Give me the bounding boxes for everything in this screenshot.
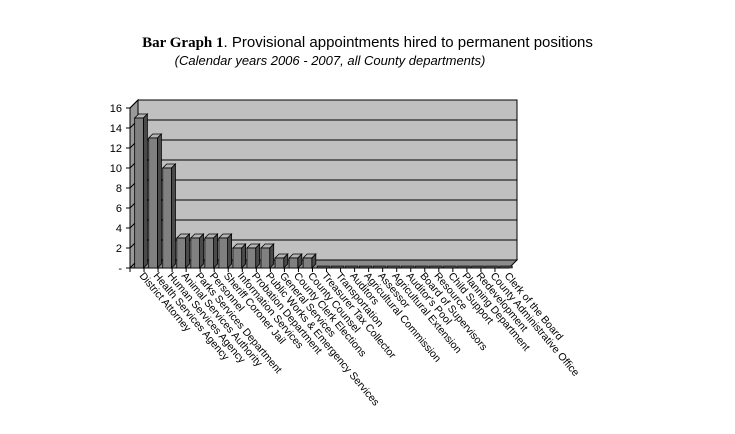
gridline: [129, 99, 517, 109]
bar: [401, 265, 415, 269]
bar: [344, 265, 359, 269]
bar-side: [171, 163, 176, 269]
bar: [429, 265, 443, 269]
bar: [204, 237, 214, 269]
bar: [148, 137, 158, 269]
bar-side: [185, 233, 190, 269]
bar-side: [213, 233, 218, 269]
bar: [218, 237, 228, 269]
chart-title-rest: . Provisional appointments hired to perm…: [223, 34, 593, 51]
bar-side: [227, 233, 232, 269]
bar-side: [142, 113, 148, 269]
bar: [330, 265, 345, 269]
y-tick-label: 8: [116, 183, 122, 195]
bar: [274, 257, 285, 269]
bar: [232, 247, 243, 269]
y-tick-label: 16: [110, 103, 122, 115]
bar-side: [157, 133, 162, 269]
bar: [316, 265, 331, 269]
bar: [372, 265, 387, 269]
y-tick-label: 14: [110, 123, 122, 135]
bar: [190, 237, 200, 269]
bar: [415, 265, 429, 269]
bar: [134, 117, 144, 269]
y-tick-label: 6: [116, 203, 122, 215]
bar: [288, 257, 299, 269]
bar: [246, 247, 257, 269]
bar: [457, 265, 471, 269]
y-tick-label: 2: [116, 243, 122, 255]
y-tick-label: 10: [110, 163, 122, 175]
bar: [471, 265, 485, 269]
chart-title-lead: Bar Graph 1: [142, 35, 224, 51]
bar: [499, 265, 513, 269]
bar: [443, 265, 457, 269]
chart-title: Bar Graph 1. Provisional appointments hi…: [0, 34, 735, 52]
y-tick-label: 12: [110, 143, 122, 155]
bar-side: [241, 243, 247, 269]
bar: [485, 265, 499, 269]
bar-side: [269, 243, 275, 269]
y-tick-label: -: [118, 263, 122, 275]
chart-subtitle: (Calendar years 2006 - 2007, all County …: [174, 53, 486, 68]
bar: [162, 167, 172, 269]
y-tick-label: 4: [116, 223, 122, 235]
bar-side: [199, 233, 204, 269]
bar: [176, 237, 186, 269]
bar: [358, 265, 373, 269]
bar-side: [255, 243, 261, 269]
bar: [387, 265, 401, 269]
bar: [260, 247, 271, 269]
bar: [302, 257, 313, 269]
